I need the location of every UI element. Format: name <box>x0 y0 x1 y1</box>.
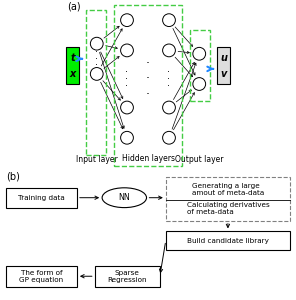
Text: x: x <box>69 69 75 79</box>
Bar <box>217 47 230 84</box>
Circle shape <box>163 14 176 26</box>
Text: ·: · <box>146 88 150 100</box>
Text: Output layer: Output layer <box>175 155 223 164</box>
Circle shape <box>120 101 133 114</box>
Bar <box>166 231 290 250</box>
Bar <box>6 188 77 208</box>
Circle shape <box>193 78 206 90</box>
Text: u: u <box>220 53 227 63</box>
Text: ·: · <box>168 81 170 91</box>
Text: ·: · <box>126 67 128 77</box>
Circle shape <box>163 101 176 114</box>
Bar <box>66 47 79 84</box>
Circle shape <box>90 68 103 80</box>
Text: ·: · <box>146 73 150 85</box>
Circle shape <box>120 44 133 57</box>
Bar <box>6 266 77 287</box>
Text: ·: · <box>168 74 170 84</box>
Text: (a): (a) <box>67 2 81 12</box>
Circle shape <box>102 188 147 208</box>
Bar <box>166 177 290 221</box>
Circle shape <box>120 131 133 144</box>
Text: Sparse
Regression: Sparse Regression <box>107 270 147 283</box>
Text: ·: · <box>146 57 150 70</box>
Text: The form of
GP equation: The form of GP equation <box>19 270 64 283</box>
Circle shape <box>163 131 176 144</box>
Text: Hidden layers: Hidden layers <box>121 154 175 163</box>
Bar <box>95 266 160 287</box>
Circle shape <box>120 14 133 26</box>
Text: Training data: Training data <box>18 195 65 201</box>
Text: ·: · <box>168 67 170 77</box>
Circle shape <box>90 37 103 50</box>
Text: ·: · <box>95 47 98 57</box>
Text: Input layer: Input layer <box>76 155 118 164</box>
Bar <box>86 10 106 154</box>
Bar <box>190 30 210 101</box>
Text: (b): (b) <box>6 172 20 182</box>
Text: NN: NN <box>118 193 130 202</box>
Circle shape <box>193 47 206 60</box>
Text: Generating a large
amout of meta-data: Generating a large amout of meta-data <box>192 183 264 196</box>
Text: t: t <box>70 53 75 63</box>
Text: ·: · <box>126 74 128 84</box>
Text: v: v <box>221 69 227 79</box>
Text: ·: · <box>95 61 98 70</box>
Text: Calculating derivatives
of meta-data: Calculating derivatives of meta-data <box>186 202 269 215</box>
Text: ·: · <box>126 81 128 91</box>
Circle shape <box>163 44 176 57</box>
Text: ·: · <box>95 54 98 64</box>
Bar <box>114 5 182 166</box>
Text: Build candidate library: Build candidate library <box>187 238 269 244</box>
